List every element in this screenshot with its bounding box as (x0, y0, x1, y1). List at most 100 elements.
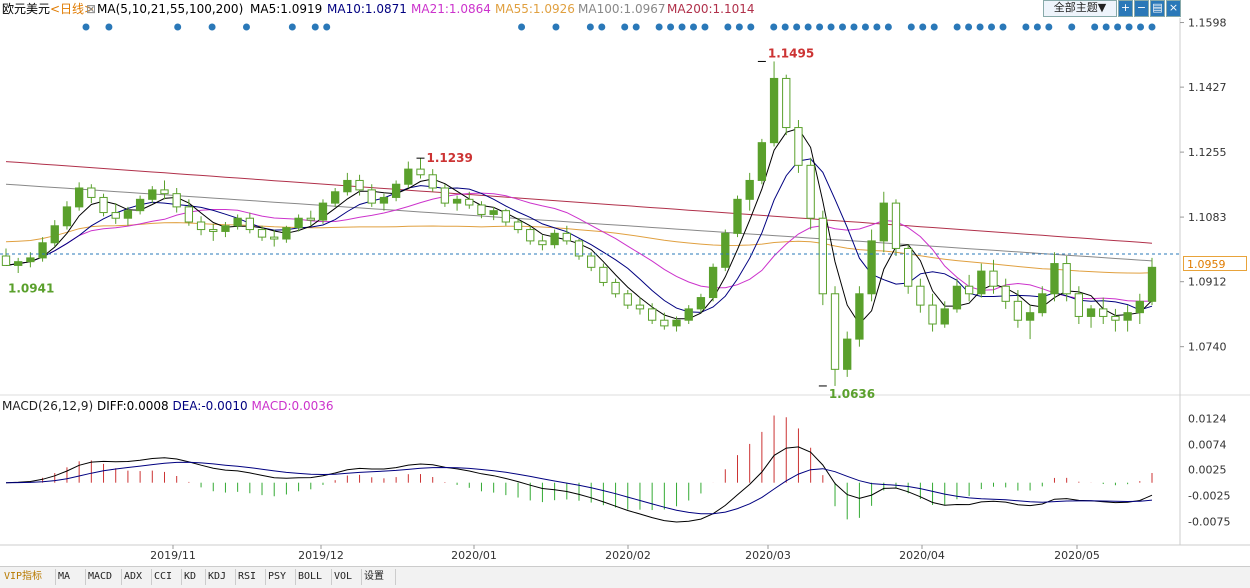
candle-body (233, 217, 242, 227)
event-dot[interactable] (82, 23, 90, 31)
event-dot[interactable] (827, 23, 835, 31)
event-dot[interactable] (1022, 23, 1030, 31)
tab-vol[interactable]: VOL (332, 569, 362, 585)
event-dot[interactable] (770, 23, 778, 31)
event-dot[interactable] (1125, 23, 1133, 31)
event-dot[interactable] (586, 23, 594, 31)
event-dot[interactable] (816, 23, 824, 31)
candle-body (794, 127, 803, 166)
event-dot[interactable] (174, 23, 182, 31)
event-dot[interactable] (552, 23, 560, 31)
candle-body (587, 255, 596, 268)
candle-body (416, 168, 425, 176)
tab-boll[interactable]: BOLL (296, 569, 332, 585)
event-dot[interactable] (884, 23, 892, 31)
event-dot[interactable] (988, 23, 996, 31)
event-dot[interactable] (655, 23, 663, 31)
ma-params-label[interactable]: MA(5,10,21,55,100,200) (97, 2, 244, 16)
event-dot[interactable] (976, 23, 984, 31)
event-dot[interactable] (735, 23, 743, 31)
event-dot[interactable] (1137, 23, 1145, 31)
event-dot[interactable] (621, 23, 629, 31)
macd-tick-label: 0.0025 (1188, 464, 1227, 477)
event-dot[interactable] (873, 23, 881, 31)
event-dot[interactable] (953, 23, 961, 31)
event-dot[interactable] (1114, 23, 1122, 31)
event-dot[interactable] (288, 23, 296, 31)
event-dot[interactable] (907, 23, 915, 31)
candle-body (184, 206, 194, 223)
event-dot[interactable] (839, 23, 847, 31)
event-dot[interactable] (919, 23, 927, 31)
candle-body (1099, 308, 1108, 317)
candle-body (74, 187, 84, 208)
event-dot[interactable] (208, 23, 216, 31)
macd-dea: DEA:-0.0010 (172, 399, 248, 413)
event-dot[interactable] (311, 23, 319, 31)
tab-psy[interactable]: PSY (266, 569, 296, 585)
event-dot[interactable] (804, 23, 812, 31)
tab-ma[interactable]: MA (56, 569, 86, 585)
candle-body (806, 164, 815, 219)
candle-body (355, 179, 364, 191)
price-tick-label: 1.1598 (1188, 17, 1227, 30)
event-dot[interactable] (781, 23, 789, 31)
event-dot[interactable] (850, 23, 858, 31)
event-dot[interactable] (724, 23, 732, 31)
ma200-line (5, 161, 1153, 244)
event-dot[interactable] (632, 23, 640, 31)
candle-body (14, 261, 23, 266)
event-dot[interactable] (999, 23, 1007, 31)
layout-icon[interactable]: ▤ (1150, 0, 1165, 17)
event-dot[interactable] (105, 23, 113, 31)
tab-kdj[interactable]: KDJ (206, 569, 236, 585)
event-dot[interactable] (1148, 23, 1156, 31)
event-dot[interactable] (861, 23, 869, 31)
candle-body (26, 257, 35, 263)
event-dot[interactable] (793, 23, 801, 31)
event-dot[interactable] (1102, 23, 1110, 31)
macd-value: MACD:0.0036 (251, 399, 334, 413)
close-icon[interactable]: × (1166, 0, 1181, 17)
tab-adx[interactable]: ADX (122, 569, 152, 585)
event-dot[interactable] (1091, 23, 1099, 31)
date-tick-label: 2019/11 (150, 549, 196, 562)
tab-设置[interactable]: 设置 (362, 569, 396, 585)
minus-icon[interactable]: − (1134, 0, 1149, 17)
event-dot[interactable] (930, 23, 938, 31)
candle-body (1062, 263, 1071, 295)
theme-dropdown[interactable]: 全部主题▼ (1043, 0, 1117, 17)
candle-body (1147, 266, 1157, 302)
candle-body (952, 285, 962, 310)
close-period-icon[interactable]: ⊠ (86, 2, 97, 16)
event-dot[interactable] (1045, 23, 1053, 31)
tab-macd[interactable]: MACD (86, 569, 122, 585)
candle-body (343, 179, 352, 193)
event-dot[interactable] (323, 23, 331, 31)
event-dot[interactable] (678, 23, 686, 31)
add-icon[interactable]: + (1118, 0, 1133, 17)
candle-body (1001, 285, 1010, 302)
event-dot[interactable] (1033, 23, 1041, 31)
current-price-tag: 1.0959 (1183, 256, 1247, 271)
event-dot[interactable] (965, 23, 973, 31)
event-dot[interactable] (747, 23, 755, 31)
event-dot[interactable] (242, 23, 250, 31)
tab-kd[interactable]: KD (182, 569, 206, 585)
tab-vip[interactable]: VIP指标 (2, 569, 56, 585)
candle-body (379, 196, 389, 204)
date-tick-label: 2020/03 (745, 549, 791, 562)
period-selector[interactable]: <日线> (50, 2, 95, 16)
event-dot[interactable] (1068, 23, 1076, 31)
event-dot[interactable] (598, 23, 606, 31)
event-dot[interactable] (690, 23, 698, 31)
tab-cci[interactable]: CCI (152, 569, 182, 585)
candle-body (879, 202, 888, 242)
candle-body (989, 270, 998, 287)
tab-rsi[interactable]: RSI (236, 569, 266, 585)
event-dot[interactable] (667, 23, 675, 31)
event-dot[interactable] (701, 23, 709, 31)
candle-body (123, 210, 133, 219)
event-dot[interactable] (518, 23, 526, 31)
indicator-tabs: VIP指标 MA MACD ADX CCI KD KDJ RSI PSY BOLL VOL 设置 (0, 566, 1250, 588)
